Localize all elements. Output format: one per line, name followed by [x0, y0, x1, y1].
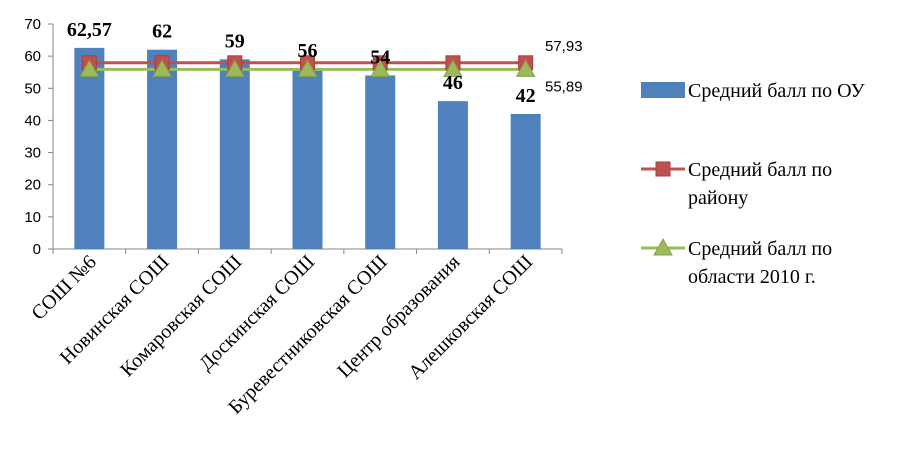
y-tick-label: 60 [24, 48, 41, 65]
x-category-label: СОШ №6 [27, 251, 101, 325]
line-end-label: 55,89 [545, 78, 583, 95]
x-category-label: Комаровская СОШ [116, 251, 246, 381]
x-category-label: Центр образования [333, 251, 464, 382]
line-series [79, 55, 536, 77]
x-category-label: Алешковская СОШ [404, 251, 537, 384]
bar-data-label: 59 [225, 30, 245, 52]
bar [292, 69, 323, 249]
bar-data-label: 46 [443, 72, 463, 94]
line-point-triangle [224, 59, 245, 77]
legend-marker-square [655, 161, 671, 177]
bar-data-label: 54 [370, 46, 390, 68]
legend-label: Средний балл по [688, 159, 832, 181]
bar-series [74, 47, 541, 250]
line-point-triangle [370, 59, 391, 77]
bar [74, 47, 105, 249]
legend-label: району [688, 187, 748, 209]
bar [437, 101, 468, 250]
line-end-label: 57,93 [545, 38, 583, 55]
legend-item: Средний балл по району [641, 159, 832, 209]
line-point-triangle [152, 59, 172, 77]
y-tick-label: 30 [24, 145, 41, 162]
legend-label: Средний балл по [688, 238, 832, 260]
bar [219, 59, 250, 249]
bar-data-label: 62,57 [67, 19, 112, 41]
bar [147, 49, 178, 249]
line-point-triangle [443, 59, 463, 77]
bar-data-label: 56 [298, 40, 318, 62]
y-tick-label: 50 [24, 80, 41, 97]
bar-data-label: 62 [152, 21, 172, 43]
bar-data-label: 42 [516, 85, 536, 107]
y-tick-label: 40 [24, 112, 41, 129]
y-tick-label: 0 [33, 241, 41, 258]
bar [510, 114, 541, 249]
data-labels: 62,57 62 59 56 54 46 42 57,93 55,89 [67, 19, 583, 107]
y-tick-label: 10 [24, 209, 41, 226]
y-tick-label: 70 [24, 16, 41, 33]
legend-item: Средний балл по области 2010 г. [641, 237, 832, 288]
line-point-triangle [79, 59, 100, 77]
line-point-triangle [297, 59, 318, 77]
bar [365, 75, 396, 249]
legend-label: области 2010 г. [688, 266, 816, 288]
legend-label: Средний балл по ОУ [688, 80, 865, 102]
line-point-triangle [515, 59, 536, 77]
y-tick-label: 20 [24, 177, 41, 194]
legend-item: Средний балл по ОУ [641, 80, 865, 102]
legend-marker-triangle [653, 237, 673, 256]
legend-swatch-bar [641, 82, 685, 98]
